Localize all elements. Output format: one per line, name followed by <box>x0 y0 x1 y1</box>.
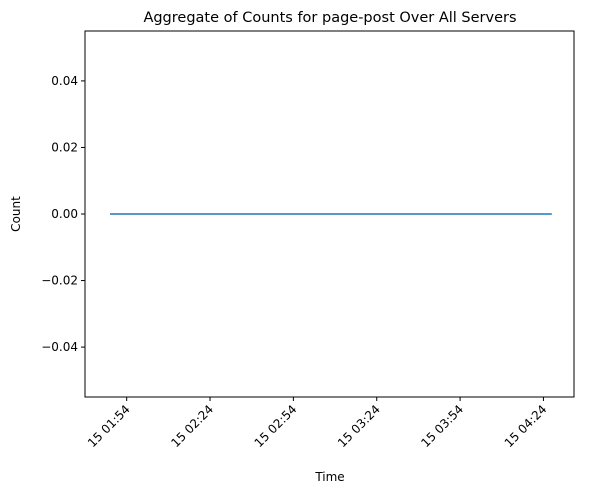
y-tick-label: 0.00 <box>51 207 78 221</box>
x-axis-label: Time <box>314 470 344 484</box>
x-tick-label: 15 03:54 <box>418 402 466 450</box>
x-tick-label: 15 01:54 <box>85 402 133 450</box>
y-axis: 0.04 0.02 0.00 −0.02 −0.04 <box>41 74 85 354</box>
x-tick-label: 15 04:24 <box>502 402 550 450</box>
chart-title: Aggregate of Counts for page-post Over A… <box>143 10 516 26</box>
y-axis-label: Count <box>9 196 23 232</box>
y-tick-label: 0.04 <box>51 74 78 88</box>
y-tick-label: −0.02 <box>41 274 78 288</box>
x-tick-label: 15 02:24 <box>168 402 216 450</box>
x-axis: 15 01:54 15 02:24 15 02:54 15 03:24 15 03:54… <box>85 397 550 450</box>
y-tick-label: 0.02 <box>51 140 78 154</box>
plot-area <box>84 30 575 398</box>
x-tick-label: 15 03:24 <box>335 402 383 450</box>
x-tick-label: 15 02:54 <box>252 402 300 450</box>
y-tick-label: −0.04 <box>41 340 78 354</box>
